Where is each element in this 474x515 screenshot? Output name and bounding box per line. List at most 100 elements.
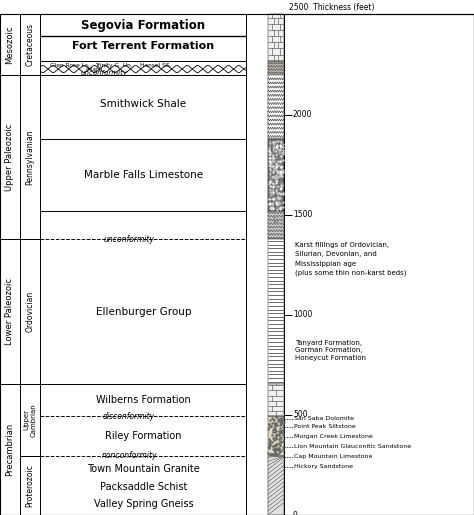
Point [268, 437, 276, 445]
Point [265, 439, 273, 448]
Point [274, 173, 282, 181]
Point [273, 187, 280, 195]
Text: Tanyard Formation,: Tanyard Formation, [295, 339, 362, 346]
Point [265, 420, 273, 428]
Point [274, 197, 282, 205]
Text: Lower Paleozoic: Lower Paleozoic [6, 278, 14, 345]
Point [269, 195, 277, 203]
Bar [268, 14, 284, 61]
Point [265, 420, 273, 428]
Point [274, 194, 282, 202]
Point [279, 166, 286, 174]
Point [275, 194, 283, 202]
Point [267, 204, 274, 213]
Point [278, 438, 285, 447]
Point [278, 171, 286, 180]
Point [276, 440, 283, 449]
Text: Upper Paleozoic: Upper Paleozoic [6, 124, 14, 191]
Point [269, 155, 277, 163]
Point [276, 167, 283, 175]
Point [279, 190, 286, 198]
Point [266, 165, 273, 173]
Point [270, 168, 277, 176]
Point [275, 444, 283, 453]
Bar [268, 211, 284, 239]
Text: Upper
Cambrian: Upper Cambrian [24, 403, 36, 437]
Point [277, 424, 284, 432]
Point [272, 432, 280, 440]
Point [266, 157, 273, 165]
Point [272, 427, 279, 435]
Text: Valley Spring Gneiss: Valley Spring Gneiss [93, 499, 193, 509]
Point [267, 203, 275, 212]
Point [266, 178, 274, 186]
Point [268, 182, 275, 190]
Point [273, 440, 280, 448]
Text: Trinity G. Un.: Trinity G. Un. [95, 63, 132, 68]
Point [271, 182, 278, 191]
Point [269, 186, 277, 195]
Point [270, 194, 277, 202]
Point [266, 441, 274, 450]
Point [272, 435, 280, 443]
Text: Riley Formation: Riley Formation [105, 431, 182, 441]
Point [277, 202, 284, 211]
Point [266, 440, 274, 448]
Point [265, 195, 273, 203]
Point [275, 416, 283, 424]
Point [278, 181, 286, 189]
Point [274, 192, 282, 200]
Text: unconformity: unconformity [81, 70, 128, 76]
Point [271, 427, 279, 436]
Point [273, 162, 281, 170]
Text: Ordovician: Ordovician [26, 291, 35, 332]
Point [275, 427, 283, 435]
Point [279, 156, 287, 164]
Point [273, 205, 281, 214]
Point [272, 444, 279, 453]
Point [271, 161, 279, 169]
Point [280, 431, 287, 439]
Point [269, 450, 276, 458]
Point [267, 176, 274, 184]
Point [279, 167, 287, 176]
Text: Smithwick Shale: Smithwick Shale [100, 99, 186, 109]
Bar [268, 456, 284, 515]
Point [272, 422, 279, 431]
Point [269, 187, 276, 196]
Point [275, 439, 283, 447]
Text: Town Mountain Granite: Town Mountain Granite [87, 464, 200, 474]
Point [265, 180, 273, 188]
Point [265, 435, 273, 443]
Point [276, 157, 283, 165]
Point [272, 440, 280, 449]
Point [275, 149, 283, 158]
Point [273, 177, 280, 185]
Point [273, 143, 280, 151]
Text: disconformity: disconformity [103, 411, 155, 421]
Point [275, 189, 283, 197]
Point [267, 188, 275, 196]
Point [277, 152, 284, 160]
Point [277, 181, 284, 189]
Point [270, 446, 278, 454]
Point [277, 139, 284, 147]
Point [268, 191, 275, 199]
Point [271, 140, 278, 148]
Point [275, 444, 283, 452]
Point [269, 204, 277, 212]
Point [277, 434, 285, 442]
Point [271, 138, 279, 146]
Point [279, 150, 287, 159]
Point [265, 161, 273, 169]
Text: nonconformity: nonconformity [101, 451, 157, 460]
Point [272, 425, 279, 434]
Text: 2000: 2000 [293, 110, 312, 119]
Point [276, 421, 283, 429]
Point [274, 169, 282, 177]
Point [278, 167, 285, 175]
Point [273, 421, 281, 429]
Text: unconformity: unconformity [104, 235, 155, 244]
Point [270, 180, 277, 188]
Text: Ellenburger Group: Ellenburger Group [96, 306, 191, 317]
